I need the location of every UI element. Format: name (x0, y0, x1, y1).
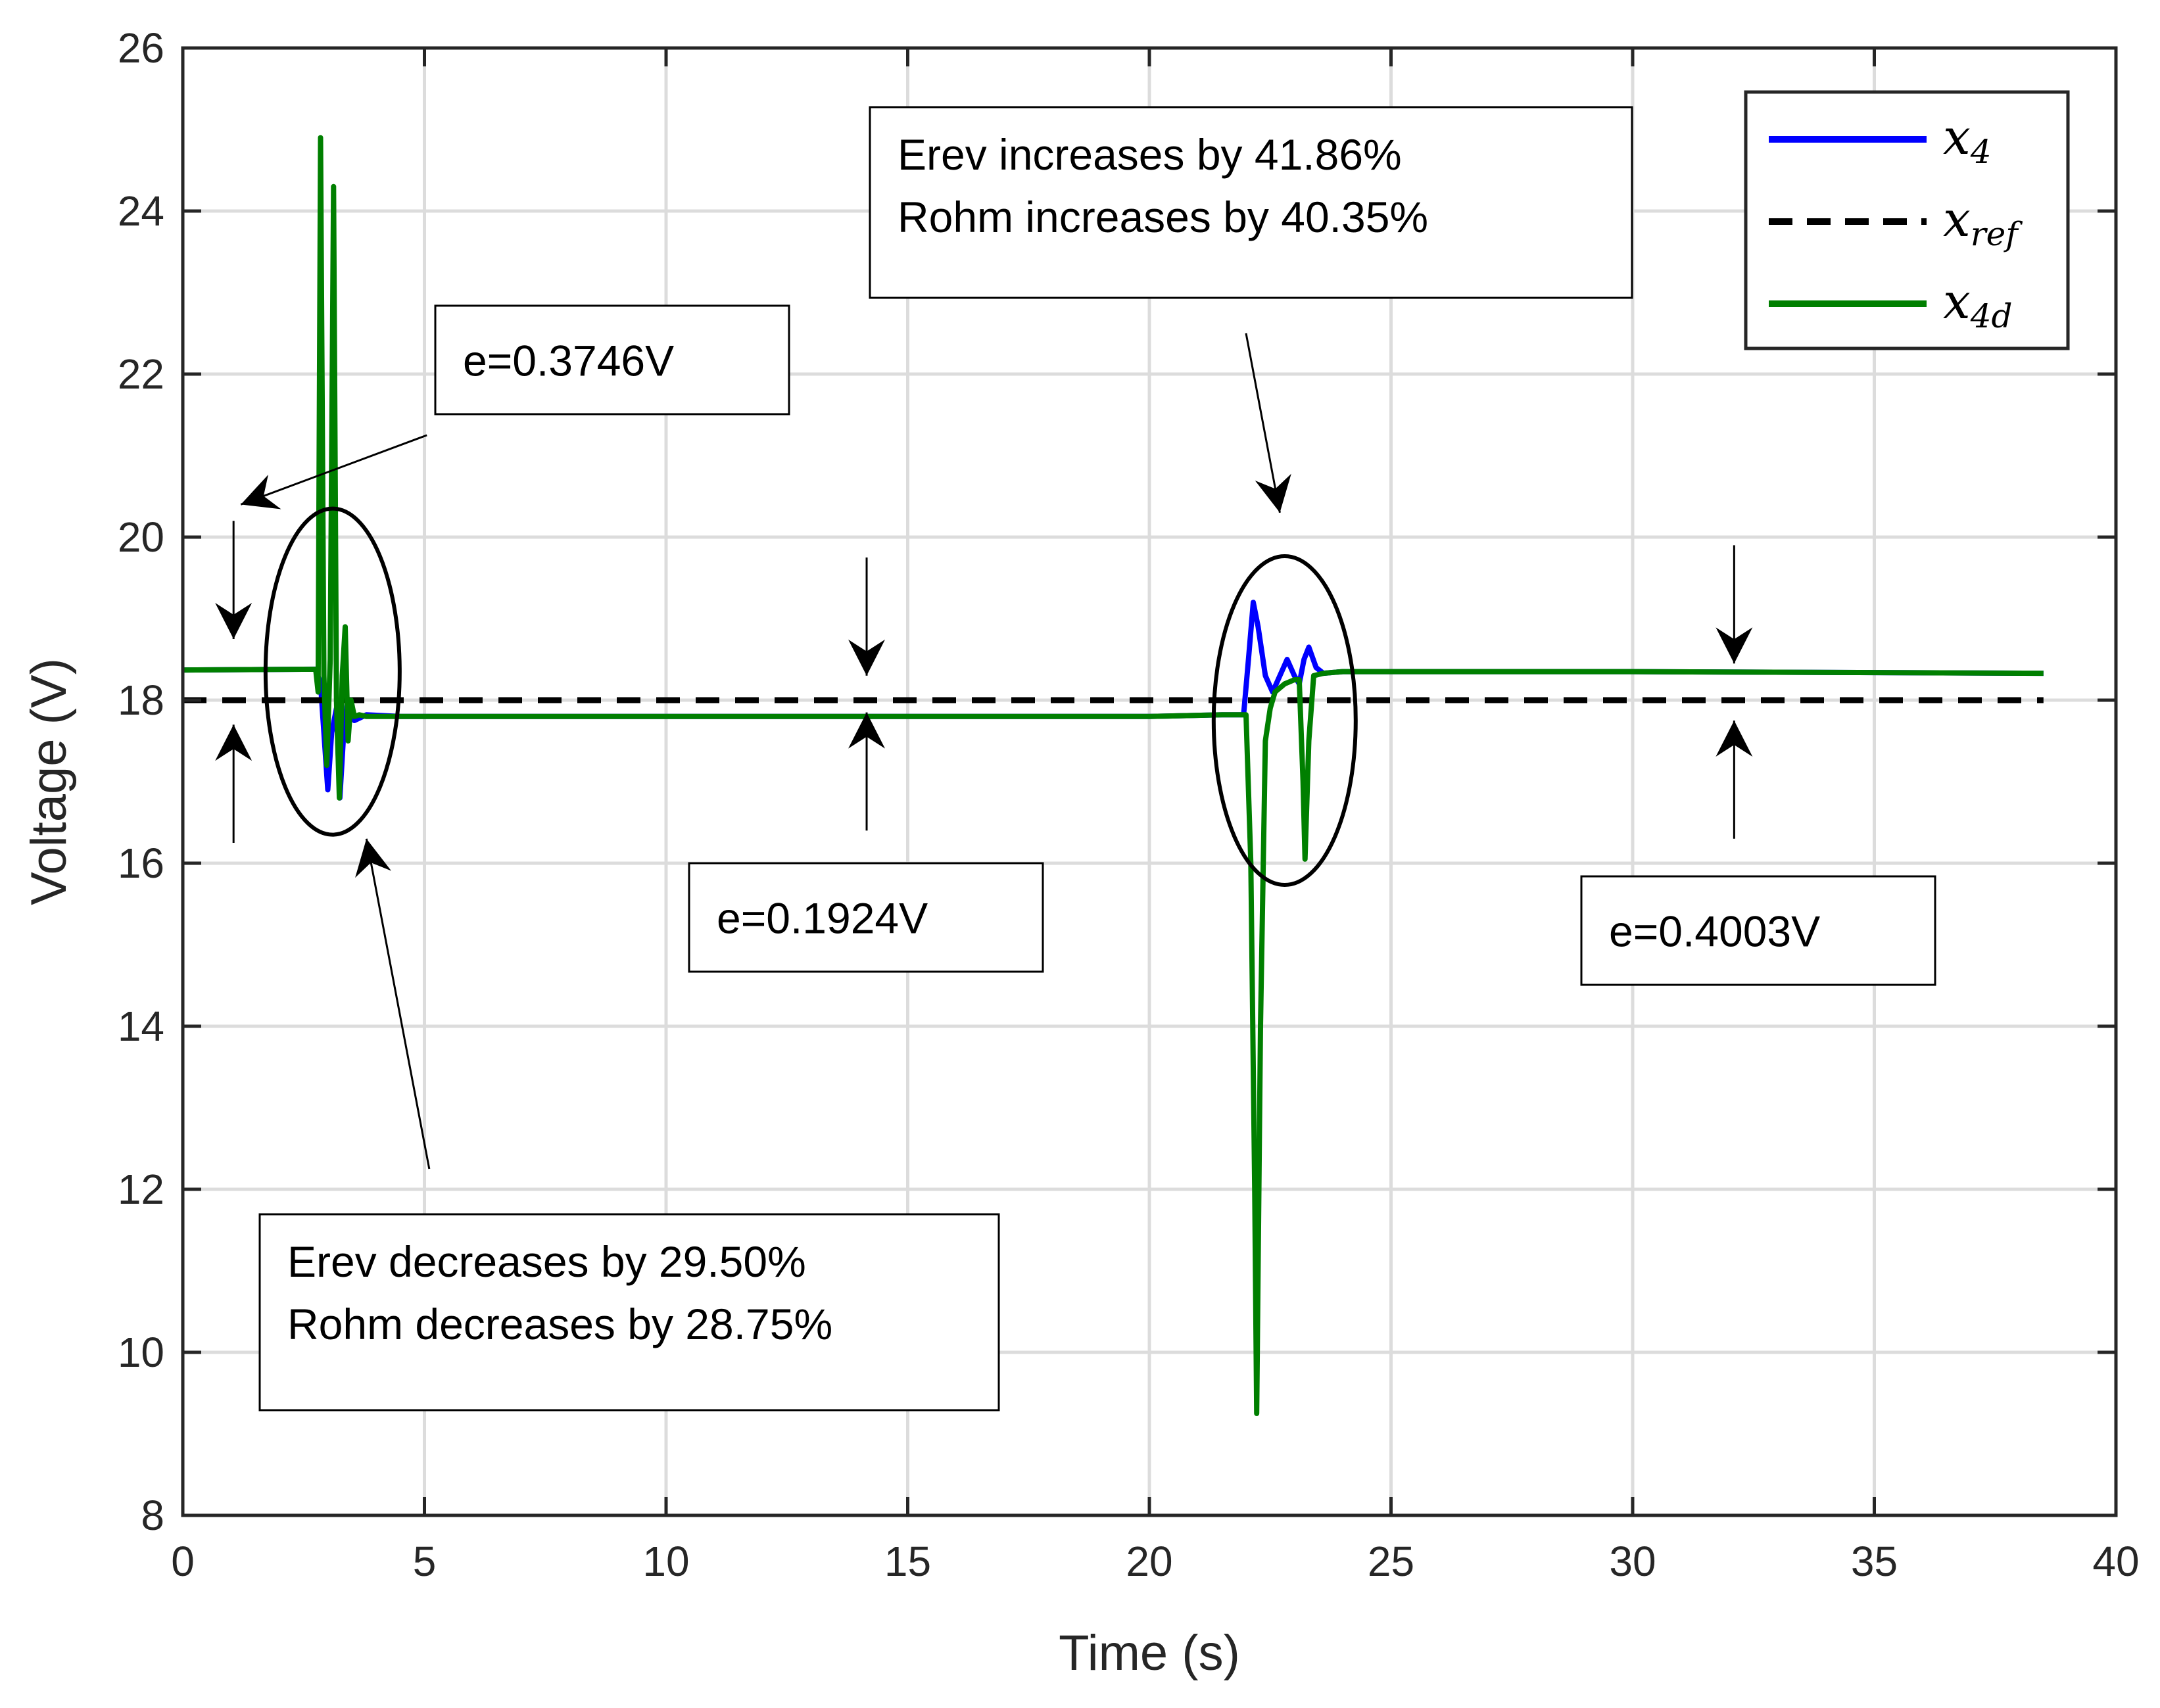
arrow-e3-up (1716, 721, 1753, 839)
annotation-frame (688, 862, 1044, 973)
annotation-text: e=0.3746V (463, 337, 674, 385)
arrow-e1-up (215, 724, 252, 843)
annotation-box-1: e=0.3746V (434, 304, 790, 415)
arrow-e2-down (848, 557, 886, 676)
annotation-box-5: Erev decreases by 29.50% Rohm decreases b… (258, 1213, 1000, 1411)
y-tick-label: 20 (118, 513, 164, 561)
x-tick-label: 20 (1126, 1538, 1172, 1585)
x-tick-label: 25 (1368, 1538, 1414, 1585)
arrow-e1-down (215, 521, 252, 639)
x-axis-label: Time (s) (1059, 1625, 1240, 1681)
x-tick-label: 5 (413, 1538, 437, 1585)
arrow-e1-down-head (215, 603, 252, 639)
arrow-increase-pointer-head (1255, 473, 1291, 513)
arrow-e2-up-head (848, 712, 886, 749)
arrow-increase-pointer (1245, 333, 1291, 513)
annotation-boxes: e=0.3746V e=0.1924V e=0.4003V Erev increase… (258, 106, 1936, 1411)
annotation-frame (434, 304, 790, 415)
x-tick-label: 30 (1609, 1538, 1656, 1585)
arrow-decrease-pointer (355, 838, 431, 1170)
arrow-e2-down-head (848, 639, 886, 676)
y-tick-label: 14 (118, 1003, 164, 1050)
annotation-text: Rohm increases by 40.35% (898, 193, 1428, 241)
arrow-e3-up-head (1716, 721, 1753, 757)
y-tick-label: 26 (118, 24, 164, 72)
annotation-marks (215, 333, 1753, 1170)
arrow-increase-pointer-shaft (1245, 333, 1281, 513)
arrow-e1-pointer (240, 434, 427, 510)
y-tick-label: 24 (118, 187, 164, 235)
series-x4d (182, 135, 2044, 1416)
x-tick-label: 15 (884, 1538, 931, 1585)
axis-ticks: 0 5 10 15 20 25 30 35 40 8 10 12 14 16 18 20 22 24 26 (118, 24, 2140, 1585)
arrow-e1-pointer-shaft (240, 434, 427, 506)
y-tick-label: 22 (118, 350, 164, 398)
arrow-decrease-pointer-head (355, 838, 392, 878)
arrow-e3-down (1716, 545, 1753, 664)
x-tick-label: 0 (171, 1538, 195, 1585)
highlight-ellipse-2 (1211, 554, 1358, 887)
annotation-text: Erev decreases by 29.50% (287, 1237, 806, 1286)
annotation-frame (1580, 875, 1936, 986)
highlight-ellipse-1 (263, 506, 402, 837)
annotation-box-4: Erev increases by 41.86% Rohm increases b… (869, 106, 1633, 299)
annotation-frame (258, 1213, 1000, 1411)
arrow-e1-pointer-head (241, 474, 281, 510)
y-tick-label: 18 (118, 676, 164, 724)
x-tick-label: 40 (2092, 1538, 2139, 1585)
arrow-e1-up-head (215, 724, 252, 761)
arrow-decrease-pointer-shaft (365, 838, 431, 1170)
y-axis-label: Voltage (V) (21, 658, 77, 905)
y-tick-label: 8 (141, 1492, 164, 1539)
arrow-e2-up (848, 712, 886, 831)
y-tick-label: 16 (118, 840, 164, 887)
arrow-e3-down-head (1716, 627, 1753, 664)
annotation-frame (869, 106, 1633, 299)
annotation-box-3: e=0.4003V (1580, 875, 1936, 986)
annotation-text: e=0.1924V (717, 894, 928, 943)
plot-series (182, 135, 2044, 1416)
annotation-text: e=0.4003V (1609, 907, 1820, 956)
annotation-box-2: e=0.1924V (688, 862, 1044, 973)
y-tick-label: 10 (118, 1329, 164, 1376)
y-tick-label: 12 (118, 1166, 164, 1213)
x-tick-label: 35 (1851, 1538, 1898, 1585)
x-tick-label: 10 (642, 1538, 689, 1585)
annotation-text: Rohm decreases by 28.75% (287, 1300, 832, 1348)
annotation-text: Erev increases by 41.86% (898, 130, 1402, 179)
